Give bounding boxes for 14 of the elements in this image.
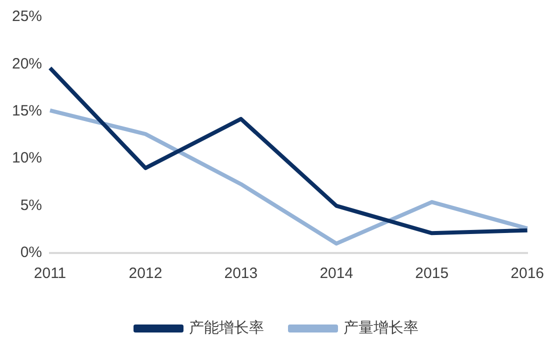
x-tick-label: 2015: [415, 265, 449, 282]
y-tick-label: 10%: [12, 150, 42, 167]
y-tick-label: 15%: [12, 102, 42, 120]
x-tick-label: 2016: [510, 265, 544, 282]
x-tick-label: 2012: [128, 265, 162, 282]
x-tick-label: 2011: [34, 265, 66, 282]
y-tick-label: 25%: [12, 8, 42, 26]
legend-label: 产量增长率: [344, 318, 418, 336]
y-tick-label: 5%: [20, 196, 42, 214]
y-tick-label: 0%: [20, 244, 42, 262]
x-tick-label: 2013: [224, 265, 258, 282]
x-tick-label: 2014: [320, 265, 354, 282]
legend-label: 产能增长率: [189, 318, 264, 336]
y-tick-label: 20%: [12, 55, 42, 72]
